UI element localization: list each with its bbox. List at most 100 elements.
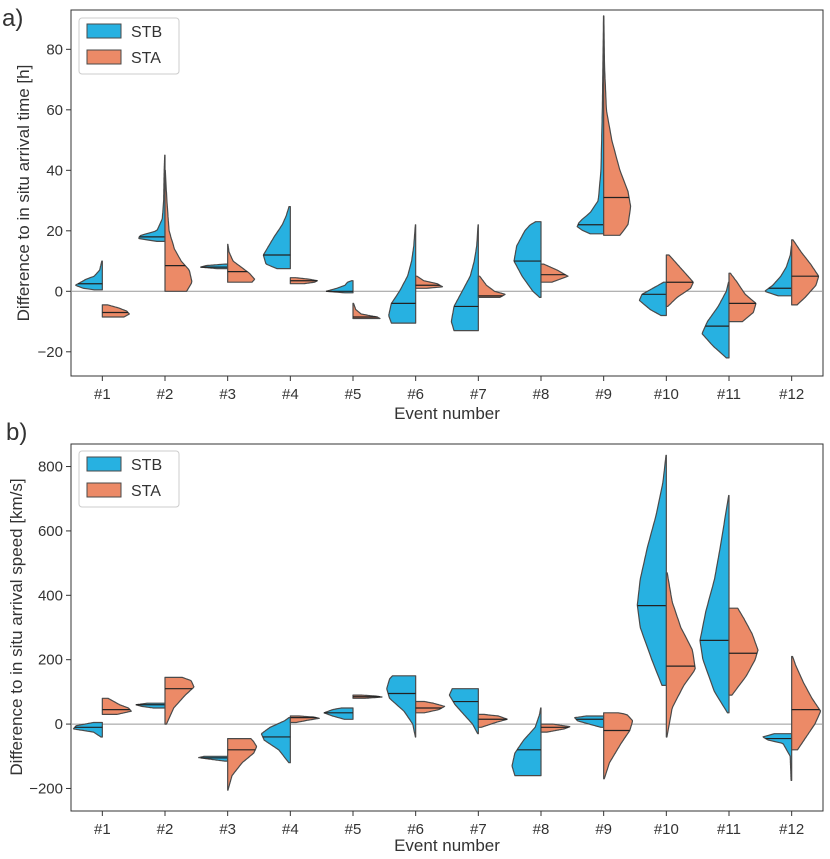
- violin-stb-event-2-a: [138, 154, 166, 242]
- x-tick-label-b: #2: [157, 821, 174, 838]
- violin-stb-event-7-a: [450, 224, 479, 332]
- legend-swatch-stb-b: [86, 456, 122, 472]
- legend-label-stb-b: STB: [131, 457, 162, 474]
- plot-frame-a: [70, 9, 824, 377]
- violin-sta-event-8-a: [540, 263, 569, 283]
- legend-label-stb-a: STB: [131, 24, 162, 41]
- legend-swatch-sta-a: [86, 49, 122, 65]
- violin-stb-event-9-a: [576, 15, 605, 235]
- x-tick-label-a: #2: [157, 386, 174, 403]
- legend-b: STB STA: [78, 450, 180, 508]
- violins-a: [71, 15, 823, 359]
- x-axis-ticks-a: #1 #2 #3 #4 #5 #6 #7 #8 #9 #10 #11 #12: [94, 376, 804, 403]
- y-tick-label-a: 40: [46, 162, 63, 179]
- plot-frame-b: [70, 443, 824, 812]
- violin-stb-event-6-b: [386, 675, 417, 738]
- panel-a: a) −20 0 20 40 60 80 #1 #2 #3 #4 #5 #6 #7 #8 #9 #10 #11…: [2, 5, 824, 423]
- panel-label-a: a): [2, 5, 23, 32]
- x-tick-label-b: #3: [219, 821, 236, 838]
- violin-stb-event-5-b: [323, 707, 354, 720]
- y-tick-label-a: 0: [55, 283, 63, 300]
- violin-sta-event-8-b: [540, 723, 571, 733]
- x-axis-ticks-b: #1 #2 #3 #4 #5 #6 #7 #8 #9 #10 #11 #12: [94, 811, 804, 838]
- x-tick-label-b: #7: [470, 821, 487, 838]
- violin-stb-event-3-b: [198, 755, 229, 762]
- violin-stb-event-8-b: [511, 707, 542, 777]
- x-tick-label-a: #6: [407, 386, 424, 403]
- legend-swatch-stb-a: [86, 23, 122, 39]
- x-tick-label-b: #9: [595, 821, 612, 838]
- violin-sta-event-7-a: [477, 275, 506, 298]
- y-tick-label-b: 0: [55, 716, 63, 733]
- violin-sta-event-11-a: [728, 272, 757, 323]
- violin-sta-event-2-a: [164, 169, 193, 292]
- x-tick-label-a: #4: [282, 386, 299, 403]
- violin-sta-event-5-a: [352, 302, 381, 320]
- violin-stb-event-4-b: [260, 717, 291, 764]
- violin-stb-event-7-b: [448, 688, 479, 735]
- violin-sta-event-4-b: [289, 715, 320, 724]
- legend-label-sta-b: STA: [131, 483, 161, 500]
- y-tick-label-b: 600: [38, 523, 63, 540]
- y-axis-label-a: Difference to in situ arrival time [h]: [14, 65, 33, 322]
- legend-a: STB STA: [78, 17, 180, 75]
- x-tick-label-a: #7: [470, 386, 487, 403]
- x-tick-label-a: #1: [94, 386, 111, 403]
- x-tick-label-b: #12: [779, 821, 804, 838]
- x-tick-label-a: #10: [654, 386, 679, 403]
- violin-stb-event-11-b: [699, 494, 730, 714]
- violin-sta-event-11-b: [728, 607, 759, 696]
- x-tick-label-b: #10: [654, 821, 679, 838]
- violin-sta-event-1-a: [101, 304, 130, 318]
- violin-sta-event-6-a: [415, 275, 444, 289]
- violin-stb-event-10-b: [636, 454, 667, 686]
- violin-sta-event-12-a: [791, 239, 820, 306]
- x-tick-label-b: #1: [94, 821, 111, 838]
- x-axis-label-b: Event number: [394, 836, 500, 855]
- y-tick-label-a: 20: [46, 223, 63, 240]
- x-tick-label-b: #4: [282, 821, 299, 838]
- y-tick-label-a: 60: [46, 102, 63, 119]
- x-tick-label-b: #6: [407, 821, 424, 838]
- violin-stb-event-11-a: [701, 281, 730, 359]
- x-tick-label-a: #3: [219, 386, 236, 403]
- x-tick-label-a: #9: [595, 386, 612, 403]
- y-tick-label-a: −20: [38, 344, 63, 361]
- violin-stb-event-3-a: [200, 263, 229, 270]
- x-tick-label-a: #11: [717, 386, 741, 403]
- violin-sta-event-9-a: [603, 15, 632, 236]
- violin-stb-event-4-a: [262, 206, 291, 270]
- x-tick-label-a: #5: [345, 386, 362, 403]
- violin-stb-event-8-a: [513, 221, 542, 298]
- violin-sta-event-3-b: [227, 738, 258, 791]
- y-tick-label-b: 200: [38, 652, 63, 669]
- violin-stb-event-1-b: [72, 721, 103, 738]
- x-tick-label-b: #5: [345, 821, 362, 838]
- x-tick-label-a: #8: [533, 386, 550, 403]
- y-tick-label-a: 80: [46, 41, 63, 58]
- violin-stb-event-2-b: [135, 702, 166, 709]
- violin-stb-event-6-a: [388, 224, 417, 324]
- y-tick-label-b: 400: [38, 587, 63, 604]
- violin-sta-event-7-b: [477, 713, 508, 728]
- violin-sta-event-12-b: [791, 655, 822, 751]
- violin-sta-event-3-a: [227, 243, 256, 283]
- violin-sta-event-6-b: [415, 700, 446, 714]
- violin-stb-event-1-a: [75, 260, 103, 291]
- x-tick-label-a: #12: [779, 386, 804, 403]
- violin-sta-event-10-a: [665, 254, 694, 307]
- legend-label-sta-a: STA: [131, 50, 161, 67]
- violin-sta-event-1-b: [101, 697, 132, 715]
- y-tick-label-b: 800: [38, 459, 63, 476]
- violin-stb-event-12-b: [762, 733, 793, 781]
- y-tick-label-b: −200: [29, 780, 63, 797]
- violin-stb-event-10-a: [638, 281, 667, 317]
- violins-b: [71, 454, 823, 791]
- y-axis-label-b: Difference to in situ arrival speed [km/…: [7, 478, 26, 775]
- y-axis-ticks-b: −200 0 200 400 600 800: [29, 459, 71, 797]
- x-tick-label-b: #11: [717, 821, 741, 838]
- violin-stb-event-9-b: [574, 715, 605, 728]
- panel-label-b: b): [6, 419, 27, 446]
